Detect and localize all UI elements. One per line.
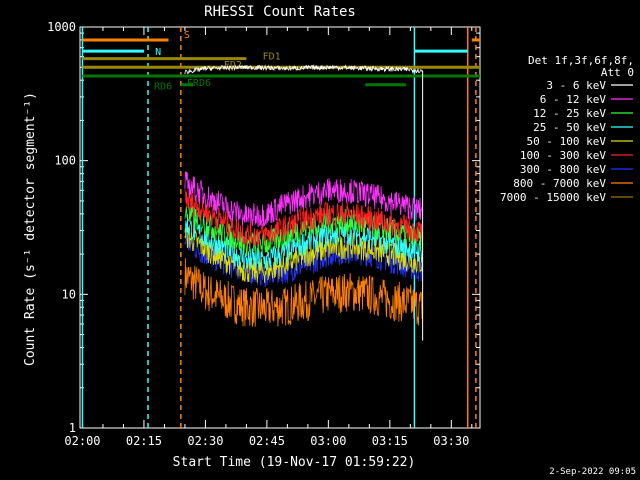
flag-label: FRD6 xyxy=(187,78,211,89)
chart-title: RHESSI Count Rates xyxy=(204,4,356,20)
series-line xyxy=(184,64,423,75)
legend-label: 800 - 7000 keV xyxy=(513,177,606,190)
legend-label: 100 - 300 keV xyxy=(520,149,606,162)
y-tick-label: 10 xyxy=(62,287,76,301)
x-tick-label: 03:00 xyxy=(310,434,346,448)
flag-label: RD6 xyxy=(154,82,172,93)
y-axis-label: Count Rate (s⁻¹ detector segment⁻¹) xyxy=(23,92,38,366)
y-tick-label: 1000 xyxy=(47,20,76,34)
legend-label: 50 - 100 keV xyxy=(527,135,607,148)
x-tick-label: 02:45 xyxy=(249,434,285,448)
legend-label: 6 - 12 keV xyxy=(540,93,607,106)
series-line xyxy=(184,171,423,228)
plot-frame xyxy=(79,26,481,429)
x-axis-label: Start Time (19-Nov-17 01:59:22) xyxy=(173,455,416,470)
legend-label: 12 - 25 keV xyxy=(533,107,606,120)
footer-timestamp: 2-Sep-2022 09:05 xyxy=(549,467,636,477)
legend-label: 7000 - 15000 keV xyxy=(500,191,606,204)
series-line xyxy=(184,189,423,247)
legend-label: 25 - 50 keV xyxy=(533,121,606,134)
legend-label: 300 - 800 keV xyxy=(520,163,606,176)
flag-label: FD1 xyxy=(263,52,281,63)
flag-label: S xyxy=(184,30,190,41)
x-tick-label: 03:15 xyxy=(372,434,408,448)
legend-header: Det 1f,3f,6f,8f, xyxy=(528,54,634,67)
legend-label: 3 - 6 keV xyxy=(546,79,606,92)
x-tick-label: 03:30 xyxy=(433,434,469,448)
legend-header: Att 0 xyxy=(601,66,634,79)
y-tick-label: 1 xyxy=(69,421,76,435)
x-tick-label: 02:00 xyxy=(64,434,100,448)
flag-label: N xyxy=(155,47,161,58)
y-tick-label: 100 xyxy=(54,154,76,168)
plot-area: 1 10 100 1000 02:00 02:15 02:30 02:45 03:00 03:15… xyxy=(47,20,481,448)
x-tick-label: 02:30 xyxy=(187,434,223,448)
series-line xyxy=(184,258,423,327)
x-tick-label: 02:15 xyxy=(126,434,162,448)
